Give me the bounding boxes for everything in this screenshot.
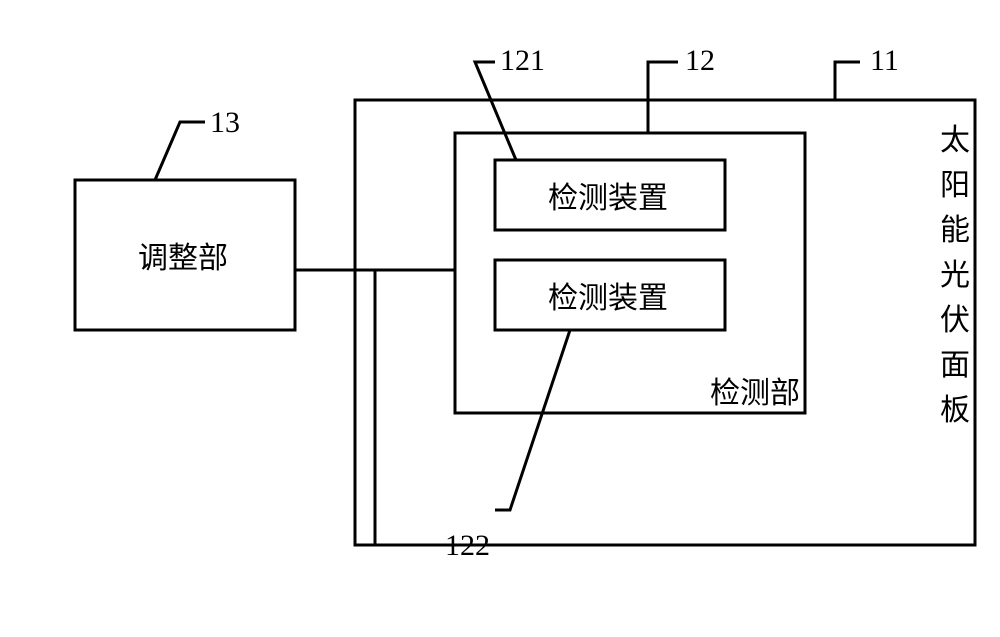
callout-13-line: [155, 122, 205, 180]
callout-122-line: [495, 330, 570, 510]
adjust-label: 调整部: [138, 242, 228, 275]
panel-vertical-label: 太 阳 能 光 伏 面 板: [940, 124, 970, 427]
svg-text:能: 能: [940, 214, 970, 247]
callout-13-num: 13: [210, 106, 240, 139]
svg-text:伏: 伏: [940, 304, 970, 337]
callout-11-line: [835, 62, 860, 100]
svg-text:阳: 阳: [940, 169, 970, 202]
panel-box: [355, 100, 975, 545]
callout-122-num: 122: [445, 529, 490, 562]
callout-12-line: [648, 62, 678, 133]
svg-text:光: 光: [940, 259, 970, 292]
detection-part-label: 检测部: [710, 377, 800, 410]
detection-part-box: [455, 133, 805, 413]
detector-bottom-label: 检测装置: [548, 282, 668, 315]
callout-11-num: 11: [870, 44, 899, 77]
callout-121-num: 121: [500, 44, 545, 77]
svg-text:板: 板: [940, 394, 970, 427]
callout-12-num: 12: [685, 44, 715, 77]
svg-text:面: 面: [940, 349, 970, 382]
detector-top-label: 检测装置: [548, 182, 668, 215]
svg-text:太: 太: [940, 124, 970, 157]
